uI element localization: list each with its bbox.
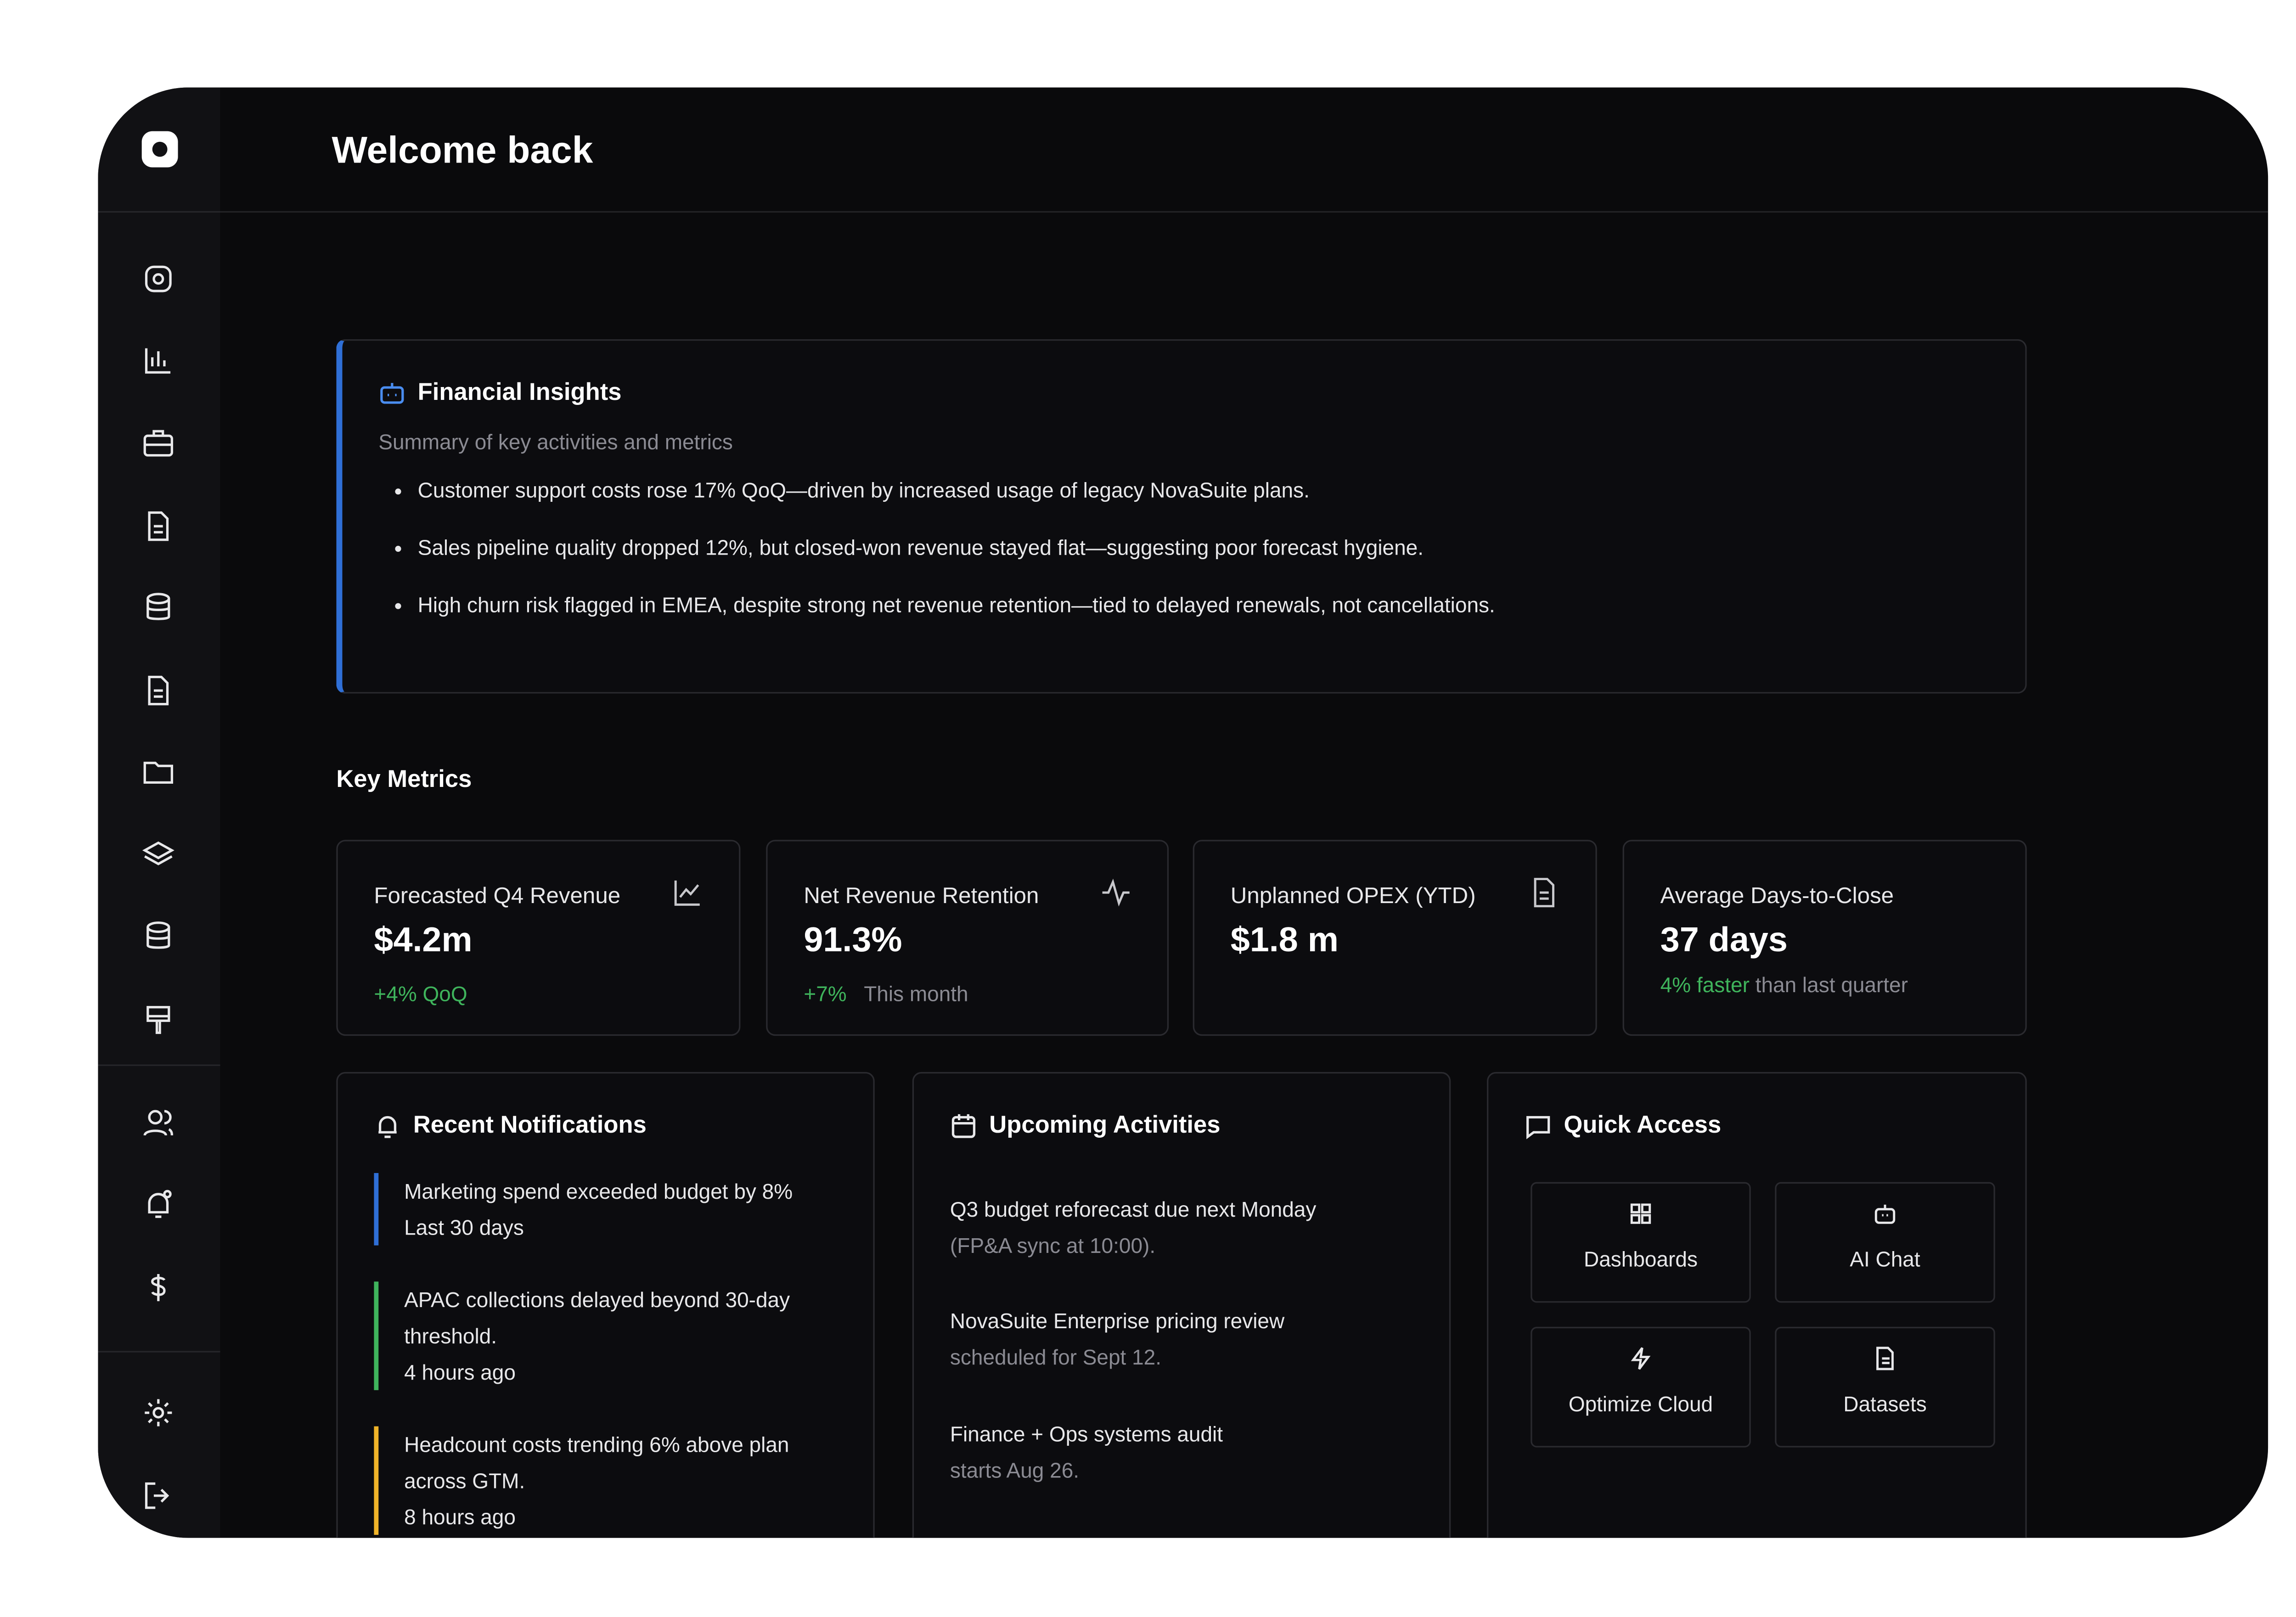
metric-change-row: 4% faster than last quarter — [1660, 972, 1908, 997]
insights-list: Customer support costs rose 17% QoQ—driv… — [388, 478, 1495, 650]
pulse-icon — [1101, 877, 1131, 908]
card-title: Upcoming Activities — [989, 1113, 1221, 1139]
nav-brush[interactable] — [142, 1003, 175, 1036]
notification-time: 8 hours ago — [404, 1505, 516, 1529]
insights-card: Financial Insights Summary of key activi… — [336, 339, 2027, 694]
metric-card: Net Revenue Retention 91.3% +7% This mon… — [766, 840, 1169, 1036]
quick-link-label: Dashboards — [1584, 1246, 1698, 1271]
notification-time: 4 hours ago — [404, 1360, 516, 1384]
page-title: Welcome back — [332, 129, 593, 172]
metric-card: Unplanned OPEX (YTD) $1.8 m — [1193, 840, 1597, 1036]
quick-link[interactable]: AI Chat — [1775, 1182, 1995, 1303]
card-heading: Recent Notifications — [374, 1113, 647, 1140]
nav-users[interactable] — [142, 1106, 175, 1140]
quick-link[interactable]: Optimize Cloud — [1531, 1326, 1751, 1448]
chat-icon — [1525, 1113, 1552, 1140]
notification-text: Marketing spend exceeded budget by 8% — [404, 1179, 793, 1203]
metric-note: This month — [864, 981, 968, 1006]
notifications-card: Recent Notifications Marketing spend exc… — [336, 1072, 875, 1538]
notification: APAC collections delayed beyond 30-day t… — [374, 1281, 856, 1390]
nav-folder[interactable] — [142, 755, 175, 788]
activity-detail: scheduled for Sept 12. — [950, 1345, 1162, 1369]
metric-change: +4% QoQ — [374, 981, 467, 1006]
nav-database[interactable] — [142, 591, 175, 624]
nav-logout[interactable] — [142, 1479, 175, 1512]
nav-alerts[interactable] — [142, 1188, 175, 1221]
insights-title: Financial Insights — [417, 380, 622, 406]
activities-card: Upcoming Activities Q3 budget reforecast… — [912, 1072, 1451, 1538]
insight: Customer support costs rose 17% QoQ—driv… — [418, 478, 1495, 502]
divider — [98, 1351, 220, 1353]
quick-link-label: Optimize Cloud — [1568, 1392, 1713, 1416]
metric-value: $1.8 m — [1230, 920, 1339, 959]
notification-text: APAC collections delayed beyond 30-day t… — [404, 1287, 790, 1348]
activity-detail: (FP&A sync at 10:00). — [950, 1233, 1156, 1258]
metric-label: Average Days-to-Close — [1660, 883, 1894, 910]
nav-report[interactable] — [142, 674, 175, 707]
nav-billing[interactable] — [142, 1271, 175, 1304]
insights-heading: Financial Insights — [378, 380, 621, 408]
nav-layers[interactable] — [142, 838, 175, 871]
robot-icon — [378, 380, 405, 407]
card-heading: Upcoming Activities — [950, 1113, 1221, 1140]
card-title: Quick Access — [1564, 1113, 1722, 1139]
metric-card: Forecasted Q4 Revenue $4.2m +4% QoQ — [336, 840, 741, 1036]
nav-document[interactable] — [142, 510, 175, 543]
notification-time: Last 30 days — [404, 1215, 524, 1240]
nav-home[interactable] — [142, 262, 175, 295]
card-heading: Quick Access — [1525, 1113, 1721, 1140]
quick-access-card: Quick Access Dashboards AI Chat Optimize… — [1487, 1072, 2027, 1538]
logo — [139, 128, 181, 170]
metric-change: +7% — [804, 981, 847, 1006]
metric-card: Average Days-to-Close 37 days 4% faster … — [1622, 840, 2027, 1036]
activity: Finance + Ops systems audit starts Aug 26… — [950, 1416, 1402, 1488]
quick-link[interactable]: Dashboards — [1531, 1182, 1751, 1303]
nav-briefcase[interactable] — [142, 427, 175, 460]
metric-label: Net Revenue Retention — [804, 883, 1039, 910]
notification: Headcount costs trending 6% above plan a… — [374, 1426, 856, 1535]
metric-value: $4.2m — [374, 920, 473, 959]
nav-settings[interactable] — [142, 1396, 175, 1429]
metric-change-row: +7% This month — [804, 982, 968, 1006]
bell-icon — [374, 1113, 401, 1140]
activity-text: NovaSuite Enterprise pricing review — [950, 1308, 1285, 1333]
insight: Sales pipeline quality dropped 12%, but … — [418, 535, 1495, 560]
quick-link-label: Datasets — [1843, 1392, 1927, 1416]
metric-note: than last quarter — [1755, 972, 1908, 997]
nav-storage[interactable] — [142, 920, 175, 953]
doc-icon — [1529, 877, 1559, 908]
activity-text: Q3 budget reforecast due next Monday — [950, 1197, 1317, 1222]
notification: Marketing spend exceeded budget by 8% Las… — [374, 1173, 856, 1246]
header: Welcome back — [220, 87, 2268, 213]
sidebar — [98, 87, 220, 1538]
divider — [98, 211, 220, 213]
quick-link-label: AI Chat — [1850, 1246, 1920, 1271]
metric-label: Unplanned OPEX (YTD) — [1230, 883, 1476, 910]
chart-icon — [673, 877, 703, 908]
metric-change: 4% faster — [1660, 972, 1750, 997]
activity: Q3 budget reforecast due next Monday (FP&… — [950, 1191, 1402, 1263]
metric-value: 37 days — [1660, 920, 1788, 959]
insight: High churn risk flagged in EMEA, despite… — [418, 593, 1495, 617]
metric-value: 91.3% — [804, 920, 902, 959]
activity: NovaSuite Enterprise pricing review sched… — [950, 1303, 1402, 1375]
card-title: Recent Notifications — [413, 1113, 647, 1139]
quick-link[interactable]: Datasets — [1775, 1326, 1995, 1448]
insights-subtitle: Summary of key activities and metrics — [378, 429, 733, 454]
nav-charts[interactable] — [142, 344, 175, 377]
metric-label: Forecasted Q4 Revenue — [374, 883, 621, 910]
notification-text: Headcount costs trending 6% above plan a… — [404, 1432, 789, 1493]
calendar-icon — [950, 1113, 977, 1140]
activity-detail: starts Aug 26. — [950, 1458, 1080, 1482]
section-title: Key Metrics — [336, 767, 472, 793]
app-window: Welcome back Financial Insights Summary … — [98, 87, 2268, 1538]
divider — [98, 1064, 220, 1066]
activity-text: Finance + Ops systems audit — [950, 1421, 1223, 1446]
